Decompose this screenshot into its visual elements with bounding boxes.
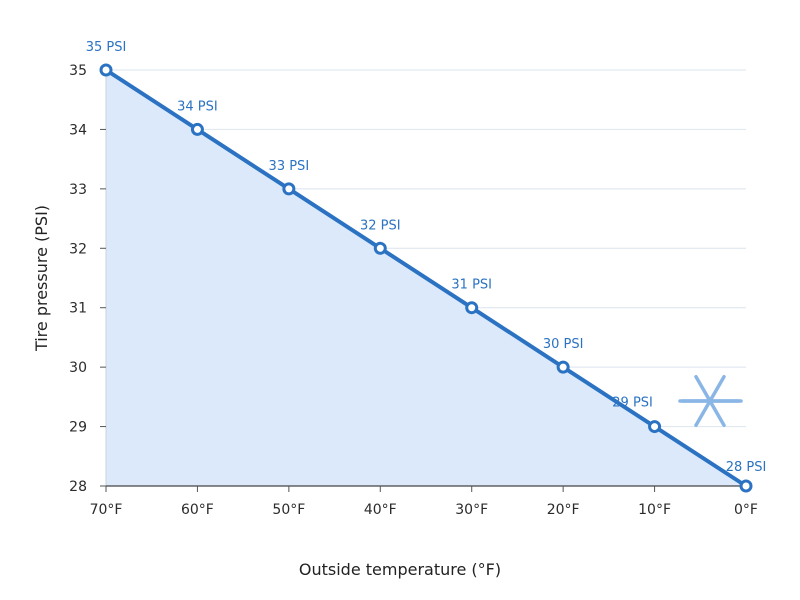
y-tick-label: 34 <box>69 122 87 138</box>
data-label: 31 PSI <box>451 278 492 293</box>
y-tick-label: 28 <box>69 479 87 495</box>
y-tick-label: 35 <box>69 63 87 79</box>
x-axis-title: Outside temperature (°F) <box>299 560 501 579</box>
data-point <box>556 360 570 374</box>
x-tick-label: 10°F <box>638 502 671 518</box>
data-labels: 35 PSI 34 PSI 33 PSI 32 PSI 31 PSI 30 PSI 29 P… <box>86 40 767 475</box>
x-tick-label: 20°F <box>547 502 580 518</box>
x-tick-label: 70°F <box>90 502 123 518</box>
data-point <box>465 301 479 315</box>
data-label: 35 PSI <box>86 40 127 55</box>
y-tick-label: 33 <box>69 182 87 198</box>
x-tick-label: 50°F <box>272 502 305 518</box>
data-point <box>99 63 113 77</box>
data-point <box>648 420 662 434</box>
x-tick-labels: 70°F 60°F 50°F 40°F 30°F 20°F 10°F 0°F <box>90 502 758 518</box>
data-label: 29 PSI <box>612 396 653 411</box>
series-line <box>104 68 748 488</box>
data-point <box>373 241 387 255</box>
y-tick-labels: 28 29 30 31 32 33 34 35 <box>69 63 87 495</box>
data-label: 32 PSI <box>360 218 401 233</box>
data-label: 30 PSI <box>543 337 584 352</box>
y-tick-label: 29 <box>69 420 87 436</box>
y-axis-title: Tire pressure (PSI) <box>32 205 51 352</box>
data-point <box>739 479 753 493</box>
data-label: 28 PSI <box>726 460 767 475</box>
y-tick-label: 30 <box>69 360 87 376</box>
x-tick-label: 30°F <box>455 502 488 518</box>
axes <box>100 68 747 492</box>
data-point <box>282 182 296 196</box>
y-tick-label: 32 <box>69 241 87 257</box>
data-label: 34 PSI <box>177 99 218 114</box>
y-tick-label: 31 <box>69 301 87 317</box>
x-tick-label: 0°F <box>734 502 758 518</box>
x-tick-label: 40°F <box>364 502 397 518</box>
data-point <box>190 122 204 136</box>
data-label: 33 PSI <box>269 159 310 174</box>
snowflake-icon <box>678 375 743 427</box>
x-tick-label: 60°F <box>181 502 214 518</box>
data-points <box>99 63 753 493</box>
